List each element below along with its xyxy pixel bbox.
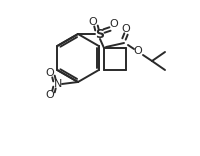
Text: O: O bbox=[121, 24, 130, 34]
Text: N: N bbox=[54, 79, 62, 89]
Text: O: O bbox=[45, 90, 54, 100]
Text: S: S bbox=[95, 27, 104, 41]
Text: O: O bbox=[45, 68, 54, 78]
Text: O: O bbox=[133, 46, 142, 56]
Text: O: O bbox=[88, 17, 97, 27]
Text: O: O bbox=[109, 19, 118, 29]
